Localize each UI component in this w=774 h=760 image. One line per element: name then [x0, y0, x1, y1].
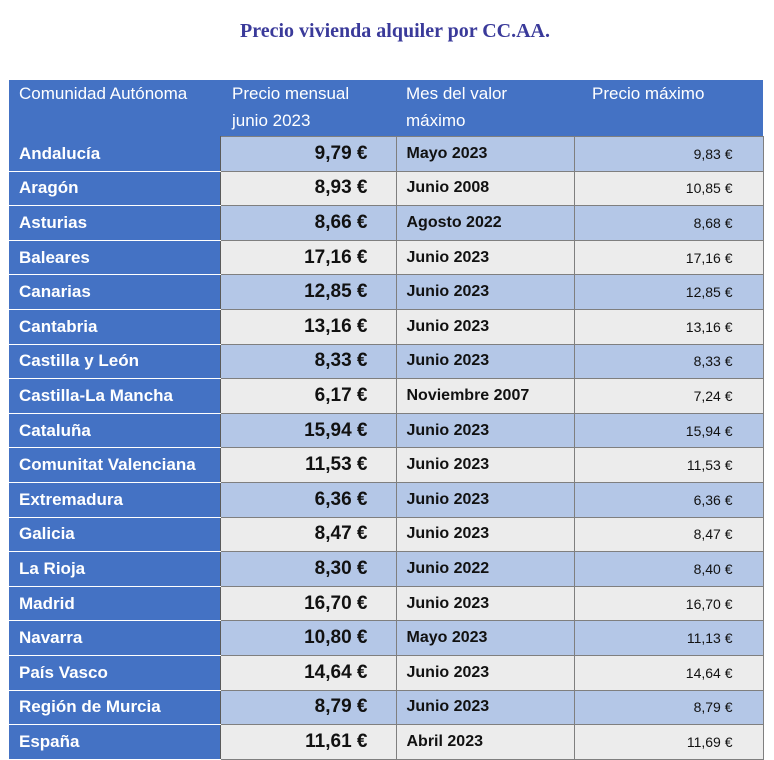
table-row: Madrid 16,70 € Junio 2023 16,70 € [9, 585, 764, 622]
table-row: Aragón 8,93 € Junio 2008 10,85 € [9, 170, 764, 207]
max-price-cell: 6,36 € [573, 481, 764, 518]
max-month-cell: Junio 2023 [395, 308, 575, 345]
max-month-cell: Junio 2023 [395, 585, 575, 622]
max-month-cell: Junio 2008 [395, 170, 575, 207]
price-cell: 16,70 € [219, 585, 397, 622]
region-cell: Extremadura [9, 482, 221, 518]
table-header-row: Comunidad Autónoma Precio mensual junio 2… [9, 80, 763, 137]
table-row: Canarias 12,85 € Junio 2023 12,85 € [9, 274, 764, 310]
max-price-cell: 11,53 € [573, 447, 764, 483]
max-month-cell: Mayo 2023 [395, 620, 575, 656]
max-month-cell: Junio 2023 [395, 481, 575, 518]
table-row: La Rioja 8,30 € Junio 2022 8,40 € [9, 551, 764, 587]
region-cell: Asturias [9, 205, 221, 241]
max-price-cell: 8,47 € [573, 516, 764, 553]
max-month-cell: Junio 2023 [395, 412, 575, 449]
region-cell: Región de Murcia [9, 690, 221, 726]
max-price-cell: 15,94 € [573, 412, 764, 449]
max-price-cell: 8,79 € [573, 689, 764, 726]
region-cell: Galicia [9, 517, 221, 553]
price-cell: 9,79 € [219, 136, 397, 172]
max-price-cell: 16,70 € [573, 585, 764, 622]
region-cell: Cataluña [9, 413, 221, 449]
table-row: España 11,61 € Abril 2023 11,69 € [9, 724, 764, 760]
max-price-cell: 12,85 € [573, 274, 764, 310]
header-region: Comunidad Autónoma [9, 80, 220, 137]
max-month-cell: Noviembre 2007 [395, 378, 575, 414]
max-price-cell: 8,33 € [573, 343, 764, 380]
max-price-cell: 8,68 € [573, 205, 764, 241]
table-row: Baleares 17,16 € Junio 2023 17,16 € [9, 239, 764, 276]
max-month-cell: Junio 2023 [395, 654, 575, 691]
region-cell: Madrid [9, 586, 221, 622]
table-row: Andalucía 9,79 € Mayo 2023 9,83 € [9, 136, 764, 172]
price-cell: 6,36 € [219, 481, 397, 518]
region-cell: Canarias [9, 274, 221, 310]
price-cell: 12,85 € [219, 274, 397, 310]
table-row: País Vasco 14,64 € Junio 2023 14,64 € [9, 654, 764, 691]
max-month-cell: Mayo 2023 [395, 136, 575, 172]
price-cell: 15,94 € [219, 412, 397, 449]
table-row: Comunitat Valenciana 11,53 € Junio 2023 11,… [9, 447, 764, 483]
price-cell: 6,17 € [219, 378, 397, 414]
max-price-cell: 13,16 € [573, 308, 764, 345]
price-cell: 8,79 € [219, 689, 397, 726]
max-price-cell: 11,69 € [573, 724, 764, 760]
region-cell: La Rioja [9, 551, 221, 587]
price-cell: 13,16 € [219, 308, 397, 345]
page-title: Precio vivienda alquiler por CC.AA. [240, 20, 550, 42]
table-row: Navarra 10,80 € Mayo 2023 11,13 € [9, 620, 764, 656]
table-row: Región de Murcia 8,79 € Junio 2023 8,79 € [9, 689, 764, 726]
header-max-price: Precio máximo [574, 80, 763, 137]
max-month-cell: Junio 2022 [395, 551, 575, 587]
region-cell: Castilla-La Mancha [9, 378, 221, 414]
max-price-cell: 10,85 € [573, 170, 764, 207]
max-price-cell: 11,13 € [573, 620, 764, 656]
max-price-cell: 14,64 € [573, 654, 764, 691]
max-month-cell: Agosto 2022 [395, 205, 575, 241]
header-max-month: Mes del valor máximo [396, 80, 574, 137]
price-cell: 11,53 € [219, 447, 397, 483]
price-cell: 17,16 € [219, 239, 397, 276]
rent-price-table: Comunidad Autónoma Precio mensual junio 2… [9, 80, 764, 760]
max-price-cell: 17,16 € [573, 239, 764, 276]
max-month-cell: Junio 2023 [395, 343, 575, 380]
region-cell: Baleares [9, 240, 221, 276]
max-month-cell: Junio 2023 [395, 239, 575, 276]
price-cell: 8,30 € [219, 551, 397, 587]
price-cell: 10,80 € [219, 620, 397, 656]
price-cell: 8,66 € [219, 205, 397, 241]
table-row: Cataluña 15,94 € Junio 2023 15,94 € [9, 412, 764, 449]
price-cell: 11,61 € [219, 724, 397, 760]
table-row: Asturias 8,66 € Agosto 2022 8,68 € [9, 205, 764, 241]
max-month-cell: Junio 2023 [395, 516, 575, 553]
region-cell: Cantabria [9, 309, 221, 345]
price-cell: 14,64 € [219, 654, 397, 691]
max-month-cell: Junio 2023 [395, 274, 575, 310]
region-cell: Aragón [9, 171, 221, 207]
max-price-cell: 8,40 € [573, 551, 764, 587]
price-cell: 8,33 € [219, 343, 397, 380]
table-row: Cantabria 13,16 € Junio 2023 13,16 € [9, 308, 764, 345]
header-monthly-price: Precio mensual junio 2023 [220, 80, 396, 137]
max-month-cell: Junio 2023 [395, 689, 575, 726]
max-price-cell: 7,24 € [573, 378, 764, 414]
table-row: Castilla y León 8,33 € Junio 2023 8,33 € [9, 343, 764, 380]
region-cell: Andalucía [9, 136, 221, 172]
max-month-cell: Abril 2023 [395, 724, 575, 760]
max-month-cell: Junio 2023 [395, 447, 575, 483]
price-cell: 8,47 € [219, 516, 397, 553]
table-row: Galicia 8,47 € Junio 2023 8,47 € [9, 516, 764, 553]
region-cell: País Vasco [9, 655, 221, 691]
region-cell: Castilla y León [9, 344, 221, 380]
region-cell: España [9, 724, 221, 760]
price-cell: 8,93 € [219, 170, 397, 207]
region-cell: Comunitat Valenciana [9, 447, 221, 483]
max-price-cell: 9,83 € [573, 136, 764, 172]
table-row: Extremadura 6,36 € Junio 2023 6,36 € [9, 481, 764, 518]
table-row: Castilla-La Mancha 6,17 € Noviembre 2007 7,… [9, 378, 764, 414]
region-cell: Navarra [9, 620, 221, 656]
